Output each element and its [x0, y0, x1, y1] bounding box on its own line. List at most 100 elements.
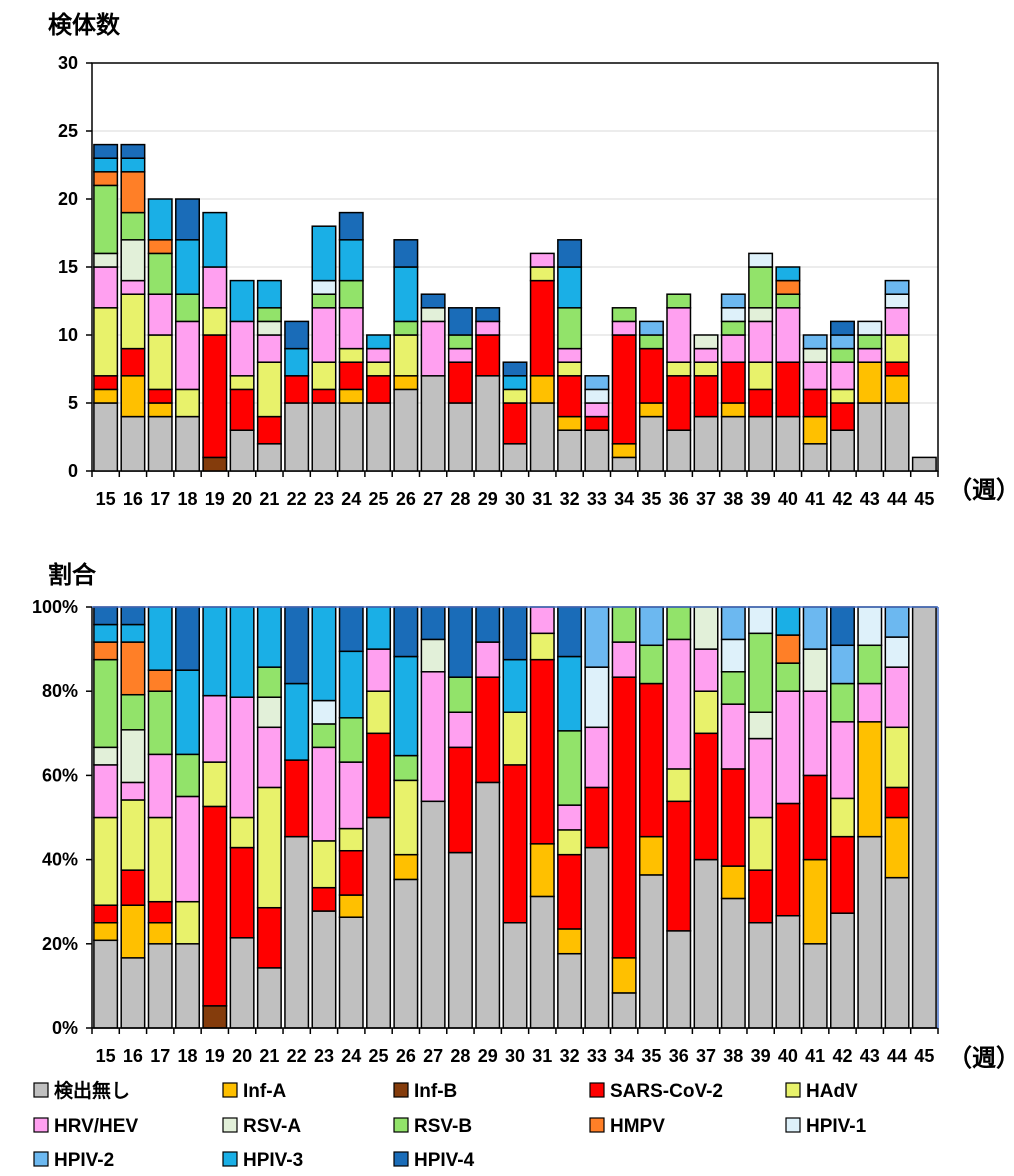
- bar-segment: [557, 429, 583, 472]
- bar-segment: [666, 375, 692, 431]
- bar-segment: [175, 943, 201, 1029]
- bar-segment: [338, 827, 364, 852]
- bar-segment: [447, 606, 473, 678]
- bar-segment: [447, 746, 473, 854]
- bar-segment: [229, 606, 255, 698]
- bar-segment: [557, 853, 583, 930]
- bar-segment: [447, 334, 473, 350]
- bar-segment: [447, 347, 473, 363]
- bar-segment: [584, 429, 610, 472]
- bar-segment: [775, 293, 801, 309]
- bar-segment: [120, 279, 146, 295]
- bar-segment: [93, 157, 119, 173]
- bar-segment: [475, 676, 501, 784]
- bar-segment: [311, 402, 337, 472]
- bar-segment: [311, 910, 337, 1029]
- bar-segment: [338, 239, 364, 282]
- bar-segment: [802, 334, 828, 350]
- bar-segment: [666, 800, 692, 932]
- bar-segment: [529, 895, 555, 1029]
- bar-segment: [475, 334, 501, 377]
- legend-swatch: [393, 1117, 409, 1133]
- bar-segment: [775, 307, 801, 363]
- bar-segment: [557, 829, 583, 856]
- y-tick-label: 40%: [42, 850, 78, 870]
- bar-segment: [447, 676, 473, 714]
- bar-segment: [611, 641, 637, 678]
- bar-segment: [475, 307, 501, 323]
- x-tick-label: 38: [723, 489, 743, 509]
- x-tick-label: 30: [505, 1046, 525, 1066]
- x-tick-label: 19: [205, 1046, 225, 1066]
- bar-segment: [256, 606, 282, 668]
- bar-segment: [802, 388, 828, 418]
- bar-segment: [229, 375, 255, 391]
- x-tick-label: 43: [860, 1046, 880, 1066]
- bar-segment: [584, 606, 610, 668]
- bar-segment: [884, 279, 910, 295]
- bar-segment: [93, 375, 119, 391]
- bar-segment: [93, 922, 119, 942]
- bar-segment: [366, 648, 392, 692]
- bar-segment: [584, 415, 610, 431]
- bar-segment: [693, 690, 719, 735]
- legend-label: RSV-A: [243, 1116, 301, 1137]
- bar-segment: [202, 606, 228, 697]
- bar-segment: [638, 402, 664, 418]
- bar-segment: [748, 320, 774, 363]
- bar-segment: [311, 388, 337, 404]
- bar-segment: [175, 198, 201, 241]
- bar-segment: [284, 402, 310, 472]
- bar-segment: [311, 279, 337, 295]
- bar-segment: [857, 334, 883, 350]
- bar-segment: [147, 252, 173, 295]
- bar-segment: [775, 361, 801, 418]
- x-tick-label: 32: [560, 489, 580, 509]
- bar-segment: [557, 266, 583, 309]
- bar-segment: [147, 922, 173, 945]
- bar-segment: [420, 307, 446, 323]
- bar-segment: [884, 334, 910, 363]
- x-tick-label: 43: [860, 489, 880, 509]
- bar-segment: [911, 456, 937, 472]
- bar-segment: [748, 816, 774, 871]
- legend-swatch: [33, 1151, 49, 1167]
- bar-segment: [802, 443, 828, 472]
- bar-segment: [884, 606, 910, 638]
- bar-segment: [147, 943, 173, 1029]
- bar-segment: [829, 912, 855, 1029]
- x-tick-label: 45: [914, 1046, 934, 1066]
- bar-segment: [557, 804, 583, 831]
- bar-segment: [229, 429, 255, 472]
- x-tick-label: 15: [96, 489, 116, 509]
- bar-segment: [802, 361, 828, 391]
- bar-segment: [311, 307, 337, 363]
- bar-segment: [420, 671, 446, 803]
- bar-segment: [884, 666, 910, 729]
- bar-segment: [393, 606, 419, 658]
- bar-segment: [584, 786, 610, 849]
- bar-segment: [393, 853, 419, 881]
- bar-segment: [311, 886, 337, 912]
- bar-segment: [393, 375, 419, 391]
- legend-swatch: [222, 1117, 238, 1133]
- bar-segment: [311, 361, 337, 391]
- bar-segment: [748, 415, 774, 472]
- bar-segment: [748, 266, 774, 309]
- bar-segment: [557, 375, 583, 418]
- chart2-title: 割合: [48, 561, 97, 589]
- x-tick-label: 24: [341, 489, 361, 509]
- x-tick-label: 29: [478, 1046, 498, 1066]
- bar-segment: [693, 415, 719, 472]
- x-tick-label: 37: [696, 489, 716, 509]
- bar-segment: [557, 347, 583, 363]
- bar-segment: [720, 402, 746, 418]
- bar-segment: [311, 699, 337, 725]
- bar-segment: [93, 904, 119, 924]
- bar-segment: [638, 415, 664, 472]
- bar-segment: [338, 894, 364, 918]
- bar-segment: [884, 876, 910, 1029]
- x-tick-label: 38: [723, 1046, 743, 1066]
- x-tick-label: 31: [532, 1046, 552, 1066]
- bar-segment: [93, 307, 119, 377]
